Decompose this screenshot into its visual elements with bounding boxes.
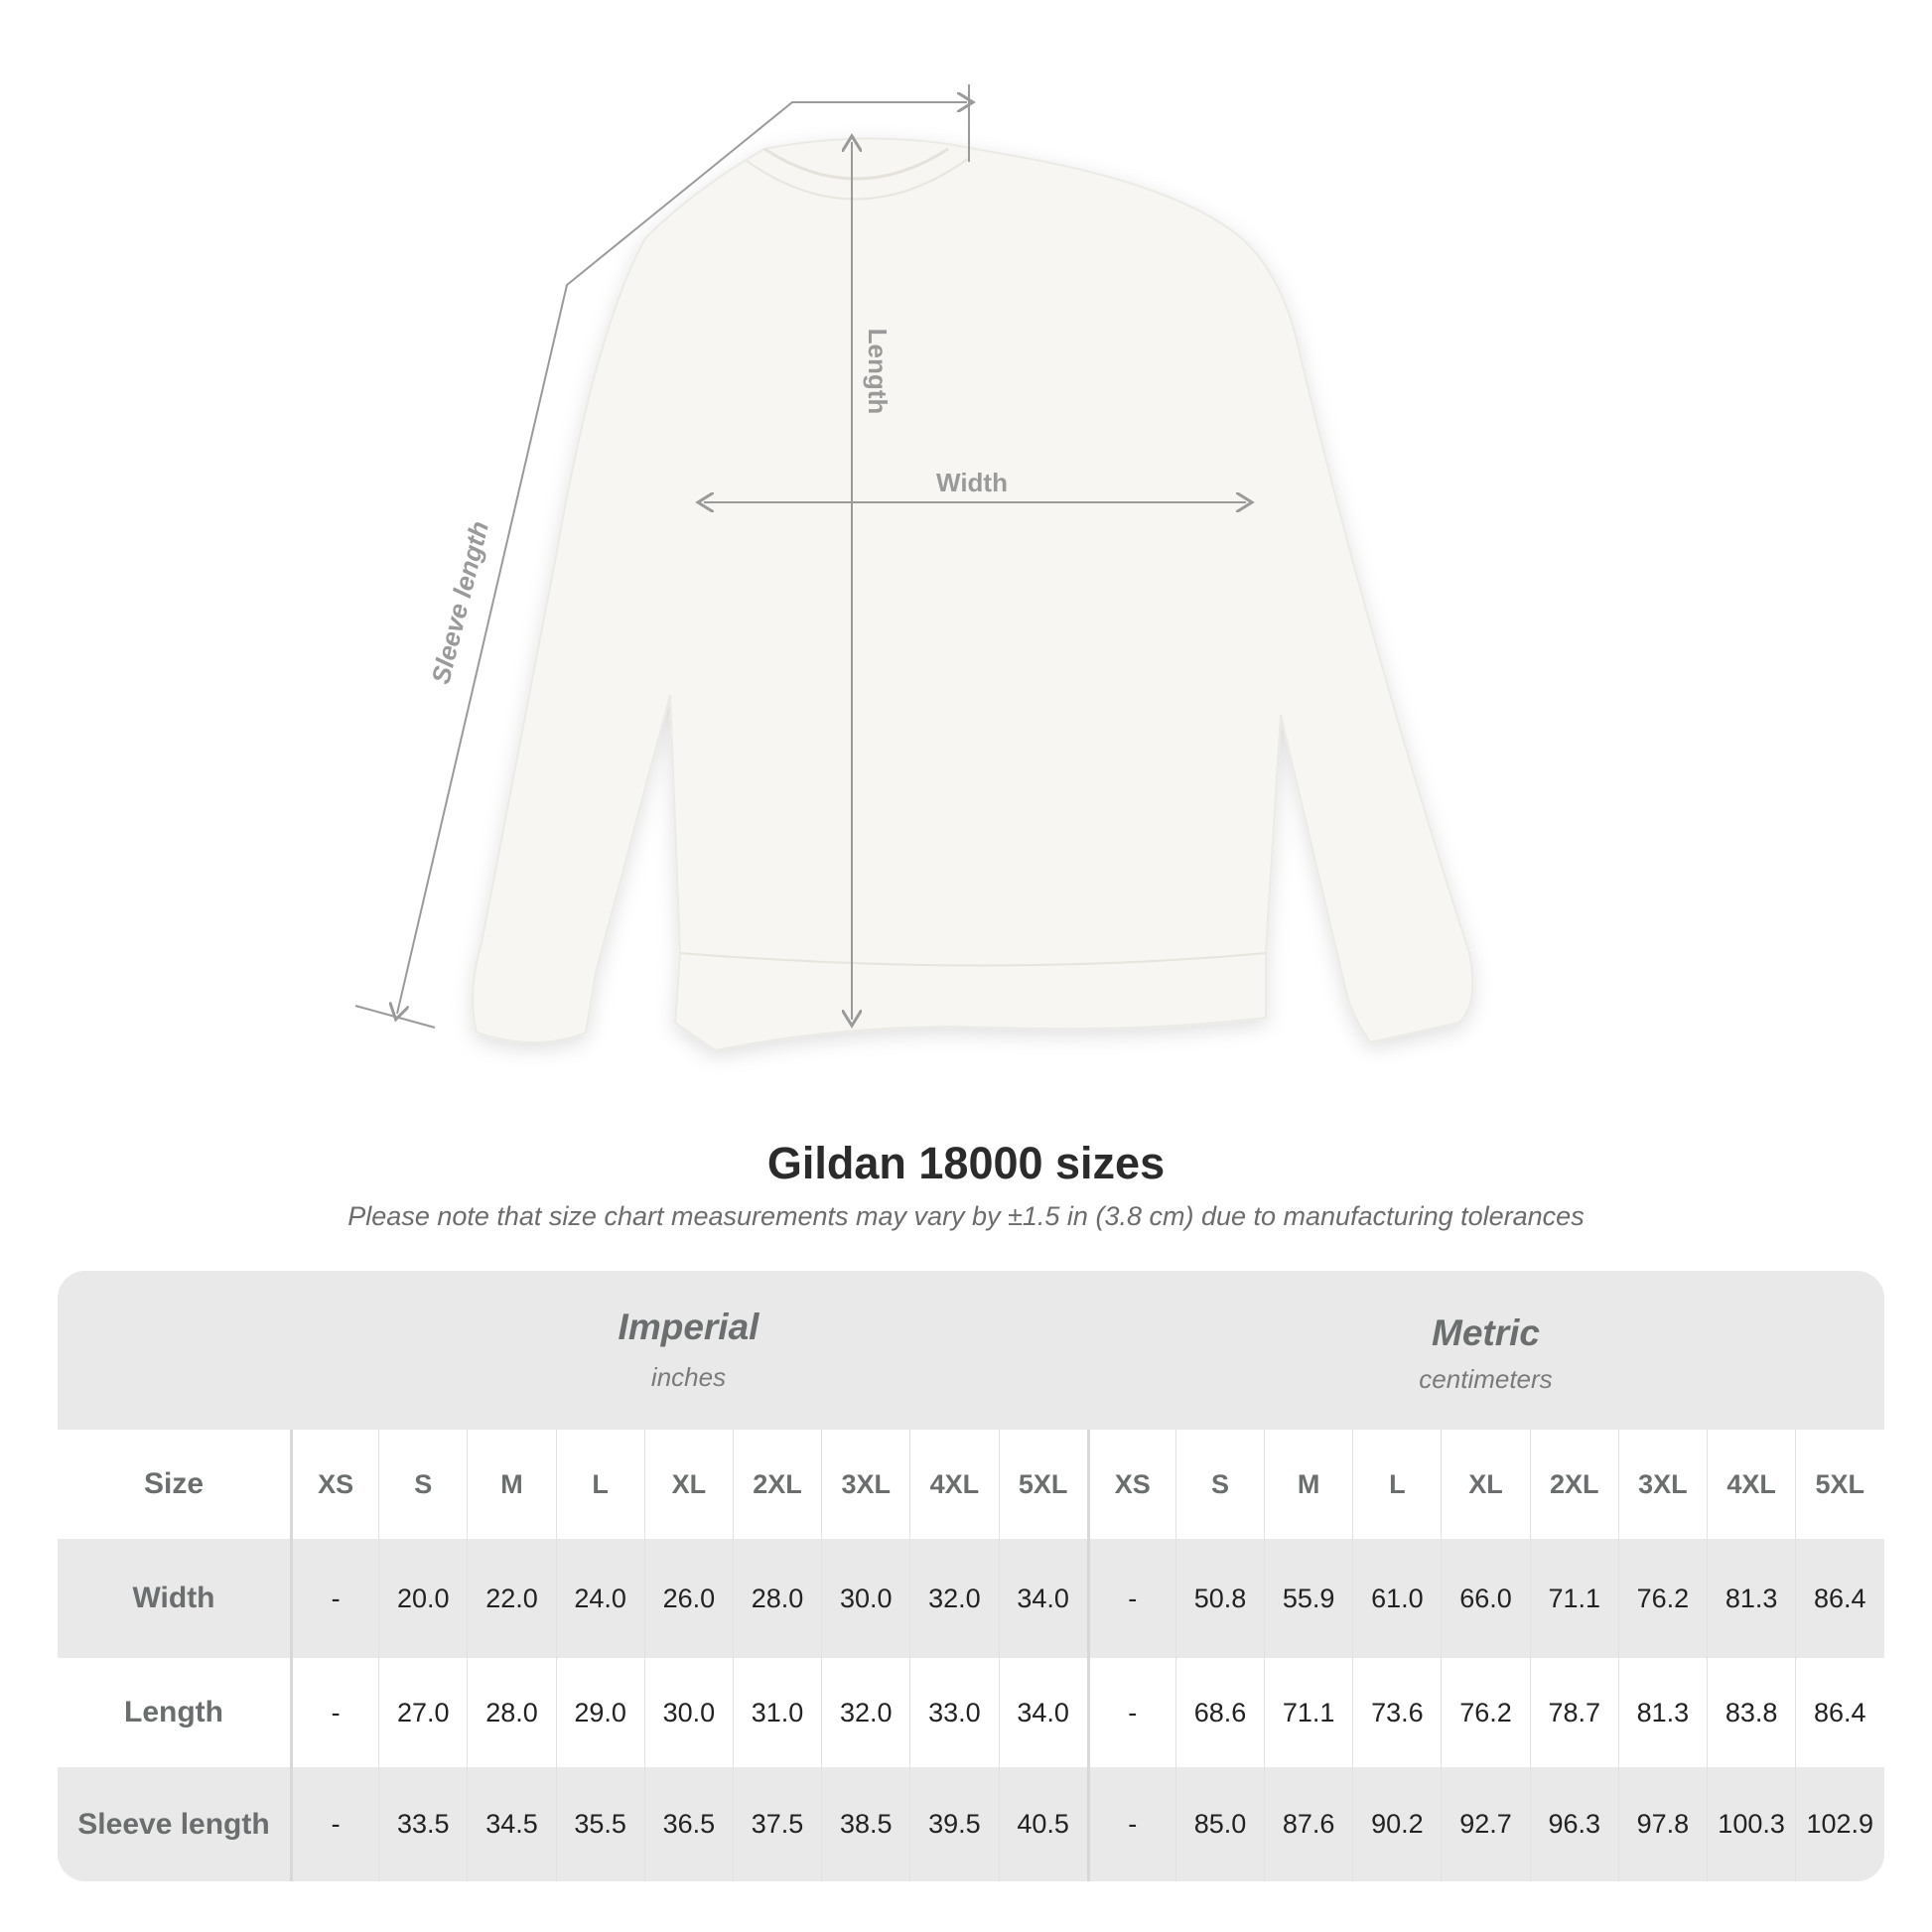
value-cell-metric: - bbox=[1086, 1539, 1175, 1658]
value-cell-metric: 81.3 bbox=[1707, 1539, 1795, 1658]
value-cell-imperial: - bbox=[290, 1767, 378, 1881]
size-header-metric: XL bbox=[1441, 1430, 1529, 1539]
size-header-imperial: M bbox=[467, 1430, 555, 1539]
tolerance-note: Please note that size chart measurements… bbox=[347, 1201, 1585, 1231]
value-cell-metric: 100.3 bbox=[1707, 1767, 1795, 1881]
row-band bbox=[58, 1767, 1884, 1881]
size-header-imperial: 4XL bbox=[909, 1430, 998, 1539]
value-cell-metric: 73.6 bbox=[1352, 1658, 1441, 1767]
value-cell-imperial: 26.0 bbox=[643, 1539, 733, 1658]
value-cell-metric: 96.3 bbox=[1529, 1767, 1618, 1881]
value-cell-metric: 78.7 bbox=[1529, 1658, 1618, 1767]
size-header-imperial: 2XL bbox=[732, 1430, 821, 1539]
size-header-imperial: XL bbox=[643, 1430, 733, 1539]
value-cell-metric: 55.9 bbox=[1264, 1539, 1352, 1658]
imperial-unit: inches bbox=[650, 1362, 727, 1392]
sleeve-length-measure bbox=[354, 84, 969, 1029]
value-cell-imperial: 28.0 bbox=[732, 1539, 821, 1658]
value-cell-metric: - bbox=[1086, 1658, 1175, 1767]
size-chart-table: Imperial inches Metric centimeters Size X… bbox=[58, 1271, 1884, 1881]
size-header-imperial: L bbox=[555, 1430, 644, 1539]
sleeve-length-label: Sleeve length bbox=[425, 518, 494, 687]
value-cell-imperial: 39.5 bbox=[909, 1767, 998, 1881]
value-cell-imperial: 32.0 bbox=[909, 1539, 998, 1658]
value-cell-imperial: 34.0 bbox=[998, 1658, 1087, 1767]
value-cell-metric: 71.1 bbox=[1529, 1539, 1618, 1658]
value-cell-metric: 90.2 bbox=[1352, 1767, 1441, 1881]
value-cell-imperial: 33.0 bbox=[909, 1658, 998, 1767]
value-cell-metric: 61.0 bbox=[1352, 1539, 1441, 1658]
metric-title: Metric bbox=[1432, 1312, 1540, 1353]
value-cell-imperial: 33.5 bbox=[378, 1767, 467, 1881]
value-cell-metric: 66.0 bbox=[1441, 1539, 1529, 1658]
row-label: Sleeve length bbox=[77, 1807, 270, 1841]
size-header-metric: L bbox=[1352, 1430, 1441, 1539]
value-cell-metric: 83.8 bbox=[1707, 1658, 1795, 1767]
value-cell-metric: 86.4 bbox=[1795, 1539, 1883, 1658]
value-cell-imperial: 22.0 bbox=[467, 1539, 555, 1658]
value-cell-metric: 76.2 bbox=[1617, 1539, 1707, 1658]
sweatshirt-illustration: Length Width Sleeve length bbox=[354, 84, 1474, 1052]
measurement-row: Length -27.0 28.0 29.0 30.0 31.0 32.0 33.0 34.0-… bbox=[58, 1658, 1884, 1767]
value-cell-imperial: 24.0 bbox=[555, 1539, 644, 1658]
value-cell-metric: 87.6 bbox=[1264, 1767, 1352, 1881]
size-header-imperial: 5XL bbox=[998, 1430, 1087, 1539]
header-band bbox=[58, 1271, 1884, 1430]
value-cell-imperial: 30.0 bbox=[821, 1539, 909, 1658]
value-cell-imperial: 34.0 bbox=[998, 1539, 1087, 1658]
value-cell-metric: 68.6 bbox=[1174, 1658, 1264, 1767]
value-cell-imperial: 37.5 bbox=[732, 1767, 821, 1881]
imperial-header: Imperial inches bbox=[290, 1271, 1087, 1430]
value-cell-imperial: 28.0 bbox=[467, 1658, 555, 1767]
size-header-metric: M bbox=[1264, 1430, 1352, 1539]
metric-header: Metric centimeters bbox=[1087, 1271, 1884, 1430]
value-cell-metric: 85.0 bbox=[1174, 1767, 1264, 1881]
measurement-row: Width -20.0 22.0 24.0 26.0 28.0 30.0 32.0 34.0-5… bbox=[58, 1539, 1884, 1658]
value-cell-imperial: 38.5 bbox=[821, 1767, 909, 1881]
metric-unit: centimeters bbox=[1419, 1364, 1553, 1394]
width-label: Width bbox=[936, 468, 1008, 497]
sweatshirt bbox=[472, 137, 1474, 1052]
size-header-imperial: XS bbox=[290, 1430, 378, 1539]
value-cell-metric: 86.4 bbox=[1795, 1658, 1883, 1767]
value-cell-metric: 81.3 bbox=[1617, 1658, 1707, 1767]
value-cell-imperial: 30.0 bbox=[643, 1658, 733, 1767]
value-cell-imperial: 27.0 bbox=[378, 1658, 467, 1767]
value-cell-imperial: 29.0 bbox=[555, 1658, 644, 1767]
value-cell-metric: - bbox=[1086, 1767, 1175, 1881]
row-band bbox=[58, 1539, 1884, 1658]
size-header-imperial: S bbox=[378, 1430, 467, 1539]
measurement-row: Sleeve length -33.5 34.5 35.5 36.5 37.5 38.5 39… bbox=[58, 1767, 1884, 1881]
size-header-metric: S bbox=[1174, 1430, 1264, 1539]
size-header-metric: XS bbox=[1086, 1430, 1175, 1539]
value-cell-metric: 97.8 bbox=[1617, 1767, 1707, 1881]
size-row: Size XS S M L XL 2XL 3XL 4XL 5XL XS S M L XL 2XL 3XL 4XL 5… bbox=[58, 1430, 1884, 1539]
size-header-imperial: 3XL bbox=[821, 1430, 909, 1539]
row-label: Length bbox=[124, 1696, 223, 1728]
value-cell-imperial: 40.5 bbox=[998, 1767, 1087, 1881]
value-cell-metric: 50.8 bbox=[1174, 1539, 1264, 1658]
value-cell-imperial: 34.5 bbox=[467, 1767, 555, 1881]
row-label: Width bbox=[132, 1582, 215, 1614]
size-header-metric: 2XL bbox=[1529, 1430, 1618, 1539]
value-cell-metric: 71.1 bbox=[1264, 1658, 1352, 1767]
value-cell-imperial: 20.0 bbox=[378, 1539, 467, 1658]
length-label: Length bbox=[863, 329, 893, 415]
value-cell-imperial: - bbox=[290, 1658, 378, 1767]
value-cell-imperial: 31.0 bbox=[732, 1658, 821, 1767]
size-header-metric: 5XL bbox=[1795, 1430, 1883, 1539]
value-cell-metric: 76.2 bbox=[1441, 1658, 1529, 1767]
value-cell-imperial: 32.0 bbox=[821, 1658, 909, 1767]
page-title: Gildan 18000 sizes bbox=[766, 1138, 1166, 1188]
value-cell-imperial: 35.5 bbox=[555, 1767, 644, 1881]
value-cell-imperial: - bbox=[290, 1539, 378, 1658]
imperial-title: Imperial bbox=[618, 1307, 759, 1347]
value-cell-metric: 102.9 bbox=[1795, 1767, 1883, 1881]
size-header-metric: 3XL bbox=[1617, 1430, 1707, 1539]
value-cell-metric: 92.7 bbox=[1441, 1767, 1529, 1881]
row-label: Size bbox=[143, 1467, 205, 1500]
size-header-metric: 4XL bbox=[1707, 1430, 1795, 1539]
value-cell-imperial: 36.5 bbox=[643, 1767, 733, 1881]
